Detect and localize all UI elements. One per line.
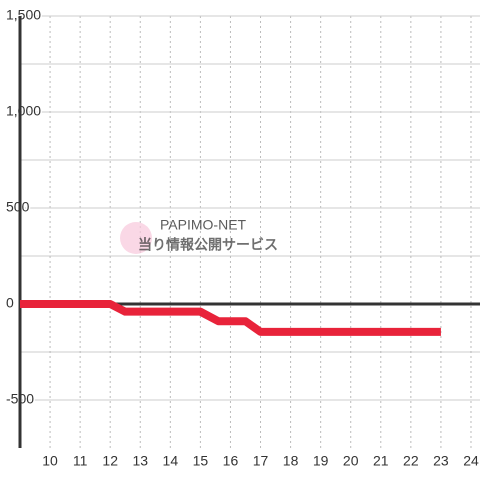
x-tick-label: 10 bbox=[42, 453, 58, 469]
x-tick-label: 22 bbox=[403, 453, 419, 469]
x-tick-label: 15 bbox=[193, 453, 209, 469]
y-tick-label: 1,000 bbox=[6, 103, 41, 119]
x-tick-label: 16 bbox=[223, 453, 239, 469]
data-line bbox=[20, 300, 441, 336]
watermark: 当り情報公開サービス bbox=[138, 237, 278, 253]
y-tick-label: 1,500 bbox=[6, 7, 41, 23]
x-tick-label: 12 bbox=[102, 453, 118, 469]
watermark-small: PAPIMO-NET bbox=[160, 217, 247, 233]
x-tick-label: 14 bbox=[163, 453, 179, 469]
x-tick-label: 18 bbox=[283, 453, 299, 469]
x-tick-label: 13 bbox=[132, 453, 148, 469]
y-tick-label: 0 bbox=[6, 295, 14, 311]
x-tick-label: 21 bbox=[373, 453, 389, 469]
x-tick-label: 11 bbox=[73, 453, 88, 469]
x-tick-label: 23 bbox=[433, 453, 449, 469]
x-tick-label: 19 bbox=[313, 453, 329, 469]
x-tick-label: 20 bbox=[343, 453, 359, 469]
x-tick-label: 24 bbox=[463, 453, 479, 469]
y-tick-label: 500 bbox=[6, 199, 30, 215]
watermark-icon bbox=[120, 222, 152, 254]
x-tick-label: 17 bbox=[253, 453, 269, 469]
